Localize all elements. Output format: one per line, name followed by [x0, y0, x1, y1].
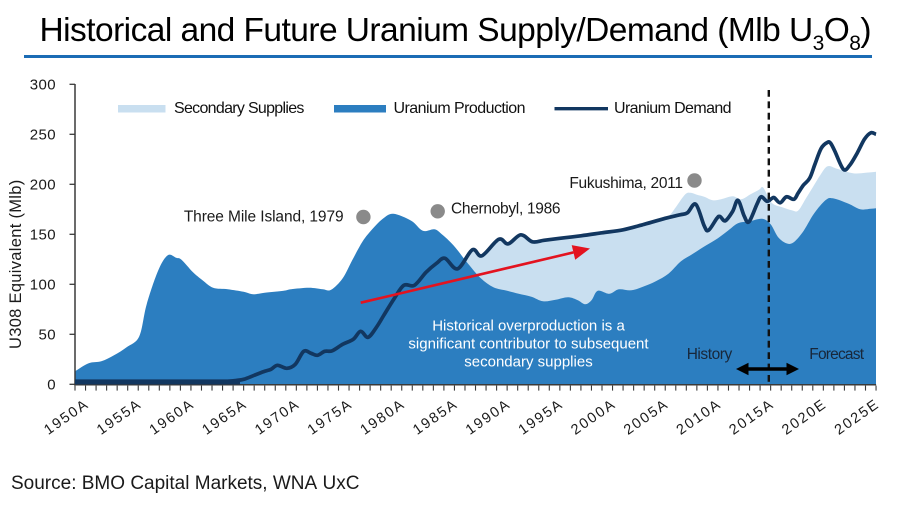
svg-text:significant contributor to sub: significant contributor to subsequent: [408, 335, 649, 352]
svg-text:Uranium Production: Uranium Production: [394, 100, 526, 117]
svg-text:50: 50: [39, 326, 57, 343]
svg-text:Secondary Supplies: Secondary Supplies: [174, 100, 304, 117]
svg-text:secondary supplies: secondary supplies: [464, 354, 592, 371]
svg-text:Three Mile Island, 1979: Three Mile Island, 1979: [184, 209, 344, 226]
svg-text:150: 150: [30, 226, 56, 243]
svg-text:300: 300: [30, 76, 56, 93]
svg-text:0: 0: [47, 376, 56, 393]
svg-text:200: 200: [30, 176, 56, 193]
svg-text:Historical overproduction is a: Historical overproduction is a: [432, 317, 625, 334]
svg-text:250: 250: [30, 126, 56, 143]
svg-text:Fukushima, 2011: Fukushima, 2011: [569, 175, 682, 192]
svg-text:Forecast: Forecast: [809, 346, 864, 363]
svg-text:100: 100: [30, 276, 56, 293]
svg-text:Chernobyl, 1986: Chernobyl, 1986: [451, 201, 560, 218]
svg-text:Uranium Demand: Uranium Demand: [614, 100, 731, 117]
svg-text:History: History: [687, 346, 733, 363]
svg-text:U308 Equivalent (Mlb): U308 Equivalent (Mlb): [7, 179, 25, 349]
